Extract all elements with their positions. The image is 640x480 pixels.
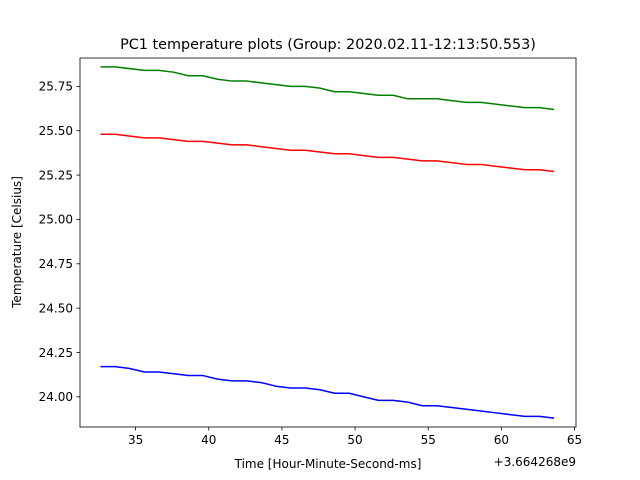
x-tick-label: 55: [421, 433, 436, 447]
chart-title: PC1 temperature plots (Group: 2020.02.11…: [120, 37, 536, 53]
y-tick-label: 24.25: [39, 346, 73, 360]
y-tick-label: 24.50: [39, 301, 73, 315]
y-tick-label: 25.00: [39, 213, 73, 227]
series-line-2: [100, 133, 555, 173]
x-axis: 35 40 45 50 55 60 65: [128, 427, 582, 447]
x-tick-label: 40: [201, 433, 216, 447]
plot-frame: [79, 57, 577, 428]
series-line-1: [100, 66, 555, 111]
y-tick-label: 25.25: [39, 168, 73, 182]
x-tick-label: 45: [274, 433, 289, 447]
y-tick-label: 24.00: [39, 390, 73, 404]
x-tick-label: 35: [128, 433, 143, 447]
series-layer: [100, 66, 555, 419]
y-axis-label: Temperature [Celsius]: [10, 176, 24, 309]
x-axis-offset-label: +3.664268e9: [494, 455, 576, 469]
y-tick-label: 25.75: [39, 80, 73, 94]
x-tick-label: 65: [567, 433, 582, 447]
x-tick-label: 50: [347, 433, 362, 447]
x-axis-label: Time [Hour-Minute-Second-ms]: [234, 457, 422, 471]
x-tick-label: 60: [494, 433, 509, 447]
series-line-3: [100, 365, 555, 419]
y-tick-label: 24.75: [39, 257, 73, 271]
y-axis: 24.00 24.25 24.50 24.75 25.00 25.25 25.50 25.75: [39, 80, 80, 404]
y-tick-label: 25.50: [39, 124, 73, 138]
